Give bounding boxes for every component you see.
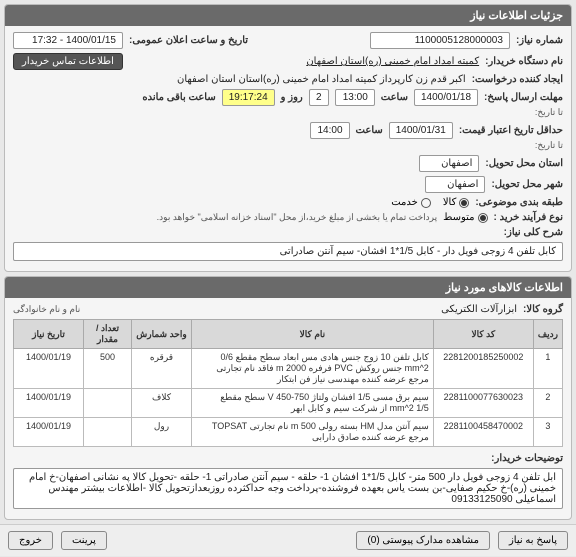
col-code: کد کالا	[433, 320, 533, 349]
cell-date: 1400/01/19	[14, 389, 84, 418]
deadline-days-label: روز و	[281, 92, 303, 103]
cell-idx: 1	[533, 349, 562, 389]
general-desc-label: شرح کلی نیاز:	[504, 227, 563, 238]
need-number-label: شماره نیاز:	[516, 35, 563, 46]
budget-radio-group: کالا خدمت	[391, 197, 469, 208]
col-name: نام کالا	[192, 320, 434, 349]
panel-title: جزئیات اطلاعات نیاز	[5, 5, 571, 26]
items-panel: اطلاعات کالاهای مورد نیاز گروه کالا: ابز…	[4, 276, 572, 520]
print-button[interactable]: پرینت	[61, 531, 107, 550]
buyer-notes-label: توضیحات خریدار:	[491, 453, 563, 464]
table-row[interactable]: 12281200185250002کابل تلفن 10 زوج جنس ها…	[14, 349, 563, 389]
creator-value: اکبر قدم زن کارپرداز کمیته امداد امام خم…	[177, 74, 466, 85]
deadline-until-label: تا تاریخ:	[535, 107, 563, 118]
footer-bar: پاسخ به نیاز مشاهده مدارک پیوستی (0) پری…	[0, 524, 576, 556]
col-idx: ردیف	[533, 320, 562, 349]
cell-idx: 2	[533, 389, 562, 418]
deadline-label: مهلت ارسال پاسخ:	[484, 92, 563, 103]
table-row[interactable]: 22281100077630023سیم برق مسی 1/5 افشان و…	[14, 389, 563, 418]
attachments-button[interactable]: مشاهده مدارک پیوستی (0)	[356, 531, 490, 550]
cell-idx: 3	[533, 418, 562, 447]
cell-name: سیم برق مسی 1/5 افشان ولتاژ 750-450 V سط…	[192, 389, 434, 418]
announce-label: تاریخ و ساعت اعلان عمومی:	[129, 35, 248, 46]
col-date: تاریخ نیاز	[14, 320, 84, 349]
budget-goods-label: کالا	[443, 197, 457, 208]
budget-goods-radio[interactable]: کالا	[443, 197, 470, 208]
buyer-notes-value: ابل تلفن 4 زوجی فویل دار 500 متر- کابل 1…	[13, 468, 563, 509]
delivery-city-label: شهر محل تحویل:	[491, 179, 563, 190]
cell-qty: 500	[84, 349, 132, 389]
process-label: نوع فرآیند خرید :	[494, 212, 563, 223]
process-medium-label: متوسط	[443, 212, 474, 223]
deadline-days: 2	[309, 89, 329, 106]
remove-label: نام و نام خانوادگی	[13, 304, 80, 315]
table-header-row: ردیف کد کالا نام کالا واحد شمارش تعداد /…	[14, 320, 563, 349]
validity-label: حداقل تاریخ اعتبار قیمت:	[459, 125, 563, 136]
deadline-hour-label: ساعت	[381, 92, 408, 103]
cell-qty	[84, 418, 132, 447]
process-medium-radio[interactable]: متوسط	[443, 212, 487, 223]
cell-qty	[84, 389, 132, 418]
validity-until-label: تا تاریخ:	[535, 140, 563, 151]
group-label: گروه کالا:	[523, 304, 563, 315]
cell-date: 1400/01/19	[14, 349, 84, 389]
delivery-city-value: اصفهان	[425, 176, 485, 193]
cell-code: 2281100458470002	[433, 418, 533, 447]
cell-name: سیم آنتن مدل HM بسته رولی 500 m نام تجار…	[192, 418, 434, 447]
delivery-state-label: استان محل تحویل:	[485, 158, 563, 169]
validity-hour: 14:00	[310, 122, 350, 139]
cell-unit: رول	[132, 418, 192, 447]
radio-checked-icon	[478, 213, 488, 223]
cell-code: 2281200185250002	[433, 349, 533, 389]
deadline-countdown: 19:17:24	[222, 89, 275, 106]
cell-unit: کلاف	[132, 389, 192, 418]
need-info-panel: جزئیات اطلاعات نیاز شماره نیاز: 11000051…	[4, 4, 572, 272]
announce-value: 1400/01/15 - 17:32	[13, 32, 123, 49]
process-note: پرداخت تمام یا بخشی از مبلغ خرید،از محل …	[157, 212, 437, 223]
buyer-org-value[interactable]: کمیته امداد امام خمینی (ره)استان اصفهان	[306, 56, 479, 67]
budget-service-label: خدمت	[391, 197, 418, 208]
items-panel-title: اطلاعات کالاهای مورد نیاز	[5, 277, 571, 298]
validity-hour-label: ساعت	[356, 125, 383, 136]
exit-button[interactable]: خروج	[8, 531, 53, 550]
col-unit: واحد شمارش	[132, 320, 192, 349]
cell-date: 1400/01/19	[14, 418, 84, 447]
radio-checked-icon	[459, 198, 469, 208]
cell-name: کابل تلفن 10 زوج جنس هادی مس ابعاد سطح م…	[192, 349, 434, 389]
cell-unit: قرقره	[132, 349, 192, 389]
delivery-state-value: اصفهان	[419, 155, 479, 172]
group-value: ابزارآلات الکتریکی	[441, 304, 517, 315]
items-table: ردیف کد کالا نام کالا واحد شمارش تعداد /…	[13, 319, 563, 447]
need-number-value: 1100005128000003	[370, 32, 510, 49]
validity-date: 1400/01/31	[389, 122, 453, 139]
deadline-remain-label: ساعت باقی مانده	[142, 92, 215, 103]
budget-label: طبقه بندی موضوعی:	[475, 197, 563, 208]
buyer-org-label: نام دستگاه خریدار:	[485, 56, 563, 67]
reply-button[interactable]: پاسخ به نیاز	[498, 531, 568, 550]
creator-label: ایجاد کننده درخواست:	[472, 74, 563, 85]
radio-unchecked-icon	[421, 198, 431, 208]
process-radio-group: متوسط	[443, 212, 487, 223]
table-row[interactable]: 32281100458470002سیم آنتن مدل HM بسته رو…	[14, 418, 563, 447]
cell-code: 2281100077630023	[433, 389, 533, 418]
general-desc-value: کابل تلفن 4 زوجی فویل دار - کابل 1/5*1 ا…	[13, 242, 563, 261]
deadline-date: 1400/01/18	[414, 89, 478, 106]
budget-service-radio[interactable]: خدمت	[391, 197, 431, 208]
col-qty: تعداد / مقدار	[84, 320, 132, 349]
deadline-hour: 13:00	[335, 89, 375, 106]
buyer-contact-button[interactable]: اطلاعات تماس خریدار	[13, 53, 123, 70]
